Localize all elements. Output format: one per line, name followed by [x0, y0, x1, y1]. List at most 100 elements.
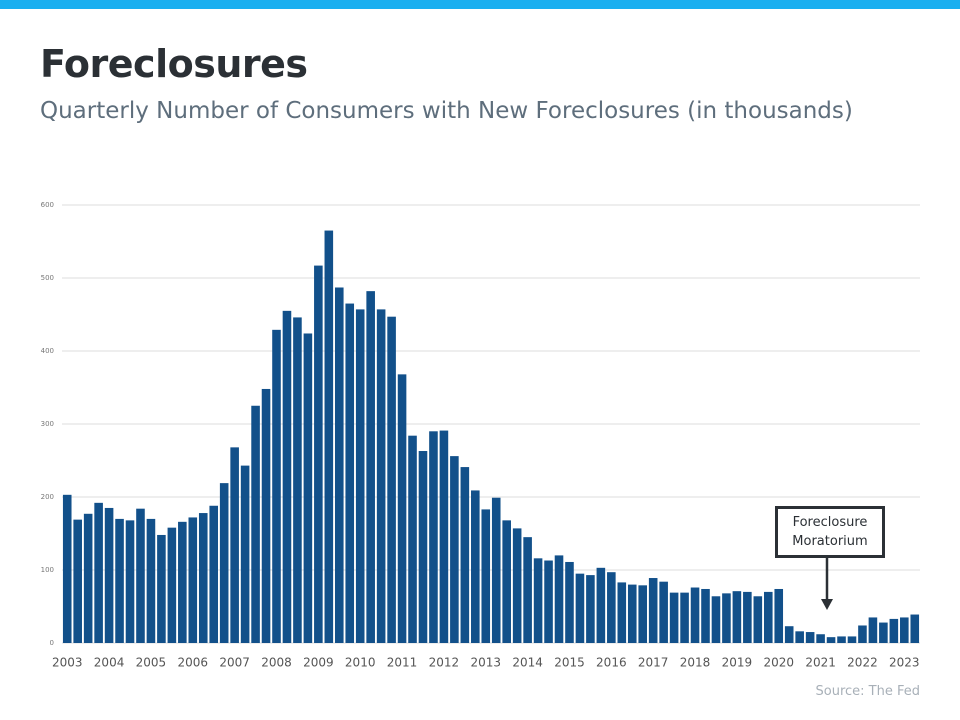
bar: [868, 617, 878, 643]
bar: [565, 561, 574, 643]
bar: [690, 587, 700, 643]
bar: [471, 490, 480, 643]
bar: [701, 588, 710, 643]
bar: [314, 265, 323, 643]
y-tick-label: 600: [41, 201, 54, 209]
bar: [261, 388, 271, 643]
source: Source: The Fed: [815, 684, 921, 699]
x-tick-label: 2008: [261, 656, 292, 670]
bar: [627, 584, 637, 643]
x-tick-label: 2023: [889, 656, 920, 670]
annotation-arrowhead: [821, 599, 833, 610]
bar: [397, 374, 407, 643]
bar: [544, 560, 553, 643]
bar: [73, 519, 82, 643]
bar: [669, 592, 679, 643]
bar: [219, 483, 229, 643]
bar: [408, 435, 417, 643]
annotation: Foreclosure Moratorium: [775, 506, 885, 558]
bar: [450, 456, 459, 643]
bar: [533, 558, 543, 643]
y-tick-label: 400: [41, 347, 54, 355]
bar: [146, 518, 156, 643]
bar: [858, 625, 867, 643]
bar: [763, 591, 773, 643]
bar: [240, 465, 250, 643]
x-tick-label: 2006: [178, 656, 209, 670]
y-tick-label: 0: [50, 639, 54, 647]
x-tick-label: 2013: [470, 656, 501, 670]
top-bar: [0, 0, 960, 9]
bar: [774, 588, 784, 643]
bar: [387, 316, 396, 643]
bar: [648, 578, 658, 643]
bar: [303, 333, 313, 643]
bar: [178, 521, 187, 643]
bar: [439, 430, 449, 643]
bar: [512, 528, 522, 643]
bar: [607, 572, 616, 643]
bar: [198, 513, 208, 643]
bar: [418, 451, 428, 643]
bar: [826, 637, 836, 643]
x-tick-label: 2005: [136, 656, 167, 670]
bar: [596, 567, 606, 643]
bar: [638, 585, 648, 643]
bar: [167, 527, 177, 643]
bar: [847, 636, 857, 643]
bar: [586, 575, 595, 643]
bar: [429, 431, 438, 643]
x-tick-label: 2019: [722, 656, 753, 670]
bar: [345, 303, 355, 643]
bar: [104, 507, 114, 643]
bar: [62, 494, 72, 643]
x-tick-label: 2016: [596, 656, 627, 670]
bar: [502, 520, 511, 643]
bar: [711, 596, 721, 643]
bar: [575, 573, 585, 643]
bar: [491, 497, 501, 643]
chart-subtitle: Quarterly Number of Consumers with New F…: [40, 98, 853, 124]
x-tick-label: 2022: [847, 656, 878, 670]
bar: [94, 502, 103, 643]
bar: [889, 618, 899, 643]
bar: [366, 291, 375, 643]
x-tick-label: 2014: [512, 656, 543, 670]
x-tick-label: 2009: [303, 656, 334, 670]
y-tick-label: 300: [41, 420, 54, 428]
bar: [230, 447, 239, 643]
bar: [805, 632, 815, 643]
x-tick-label: 2010: [345, 656, 376, 670]
x-tick-label: 2015: [554, 656, 585, 670]
bar: [732, 591, 742, 643]
bar: [753, 596, 763, 643]
y-tick-label: 200: [41, 493, 54, 501]
bar: [157, 534, 166, 643]
bar: [617, 582, 627, 643]
bar: [837, 636, 846, 643]
bar: [795, 631, 804, 643]
bar: [188, 517, 198, 643]
bar: [376, 309, 386, 643]
bar: [554, 555, 564, 643]
bar: [136, 508, 145, 643]
x-tick-label: 2021: [805, 656, 836, 670]
bar: [910, 614, 920, 643]
bar: [784, 626, 794, 643]
bar: [355, 309, 365, 643]
bar: [209, 505, 219, 643]
bar: [900, 617, 909, 643]
bar: [272, 329, 281, 643]
x-tick-label: 2020: [763, 656, 794, 670]
bar: [83, 513, 93, 643]
x-tick-label: 2003: [52, 656, 83, 670]
x-tick-label: 2012: [429, 656, 460, 670]
bar: [659, 581, 668, 643]
bar: [460, 467, 470, 643]
bar: [879, 622, 888, 643]
y-tick-label: 100: [41, 566, 54, 574]
bar: [293, 317, 302, 643]
bar: [334, 287, 344, 643]
